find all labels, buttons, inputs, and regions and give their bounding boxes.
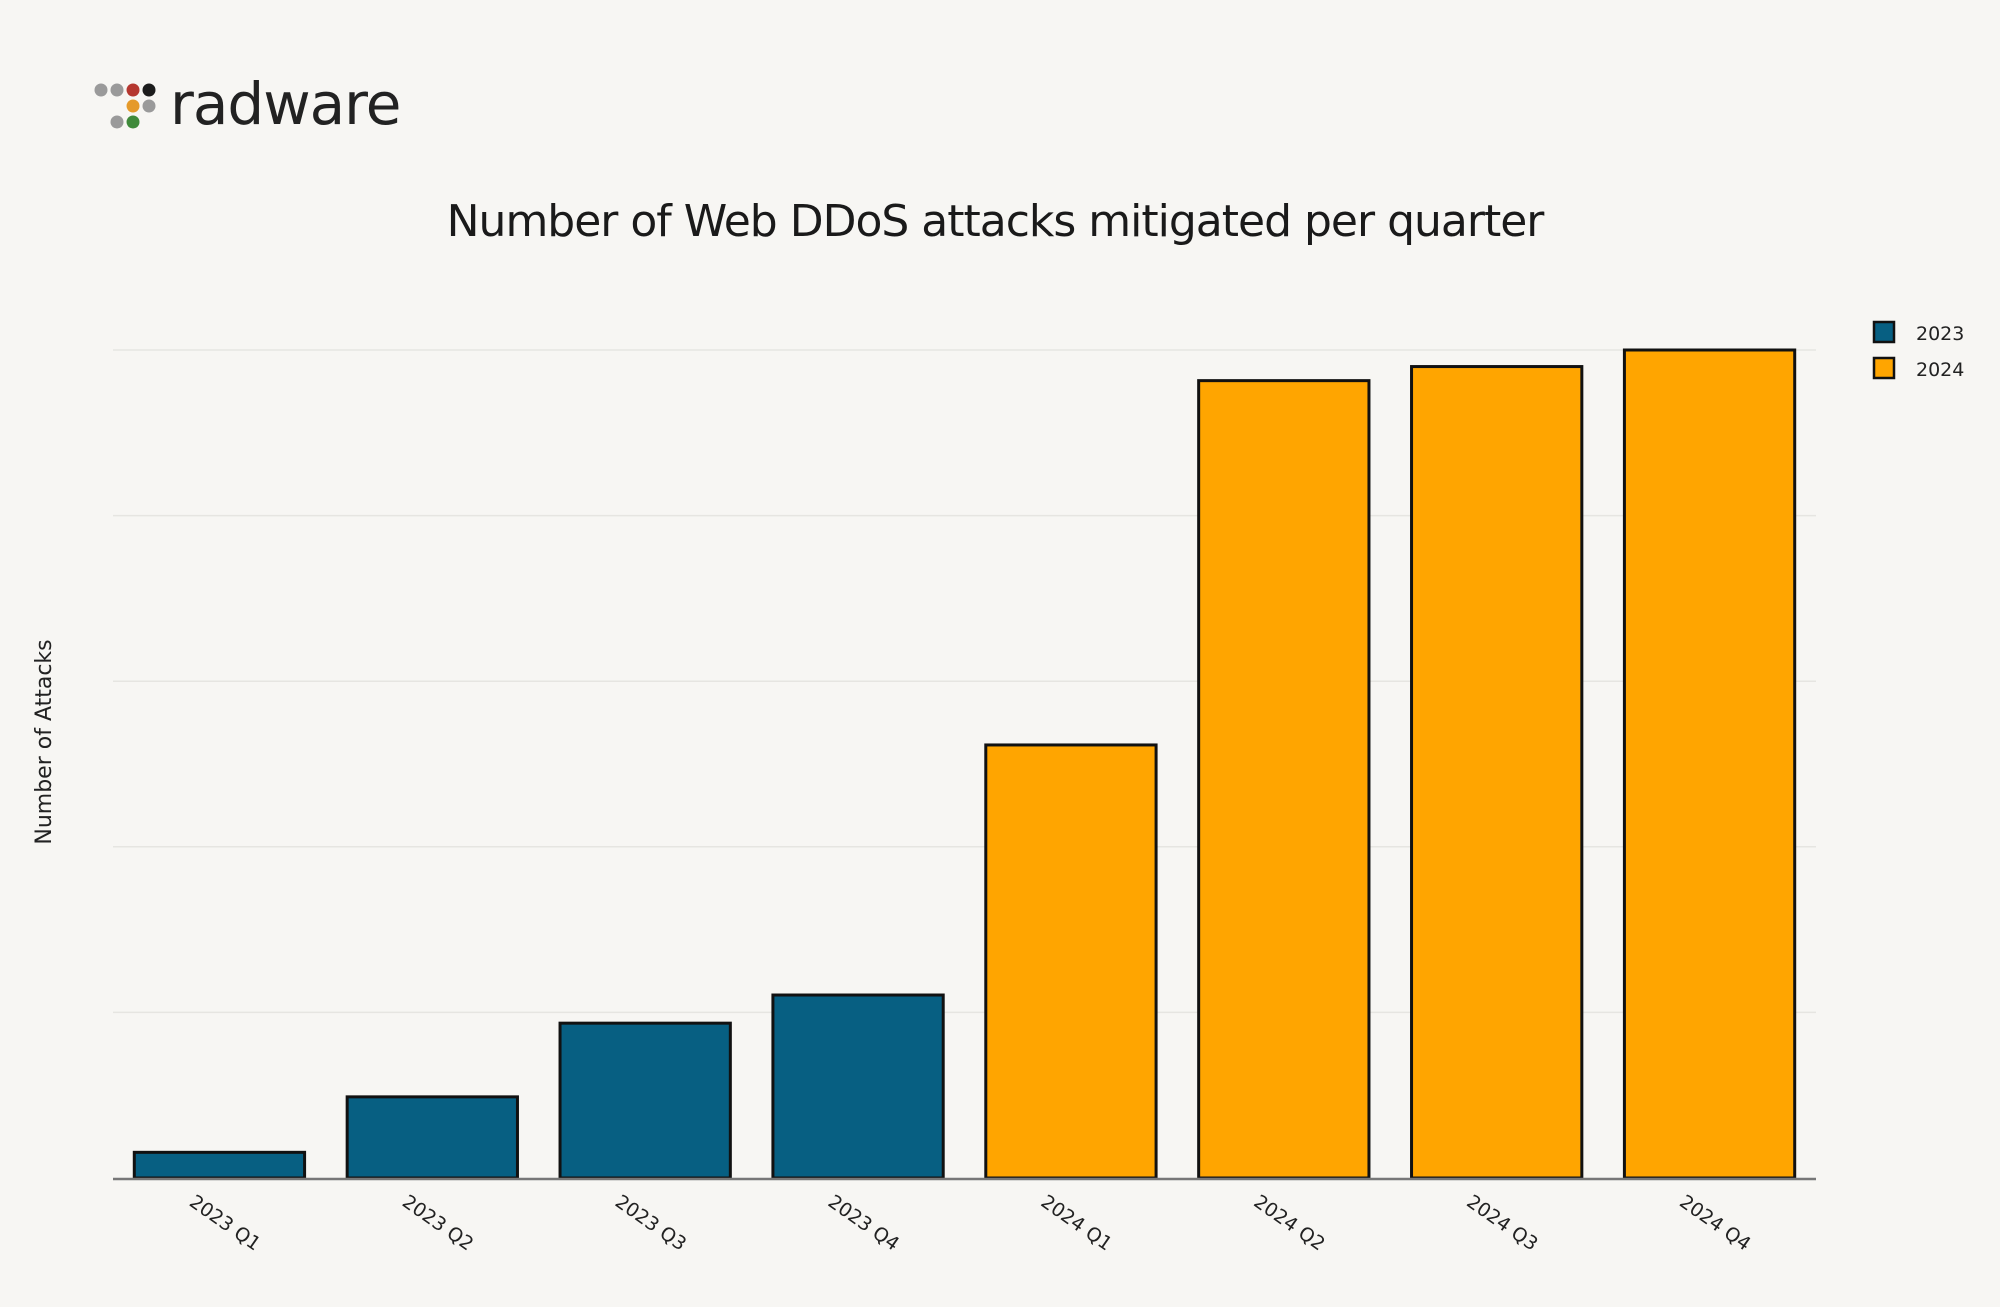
legend-swatch-2024 xyxy=(1872,356,1896,380)
brand-name: radware xyxy=(170,70,401,138)
x-tick-label: 2024 Q2 xyxy=(1250,1191,1329,1256)
bar-2024-q4 xyxy=(1622,348,1797,1180)
bar-2024-q2 xyxy=(1197,379,1371,1180)
chart-title: Number of Web DDoS attacks mitigated per… xyxy=(446,196,1545,247)
x-tick-label: 2023 Q4 xyxy=(824,1191,903,1256)
logo-dots-icon xyxy=(94,83,156,129)
x-tick-label: 2024 Q1 xyxy=(1037,1191,1116,1256)
x-tick-label: 2024 Q4 xyxy=(1675,1191,1754,1256)
bars xyxy=(132,348,1797,1180)
x-tick-label: 2023 Q3 xyxy=(611,1191,690,1256)
radware-logo: radware xyxy=(93,70,413,144)
legend-swatch-2023 xyxy=(1872,320,1896,344)
legend-label-2023: 2023 xyxy=(1916,323,1964,345)
bar-2024-q3 xyxy=(1410,365,1584,1180)
x-tick-label: 2023 Q1 xyxy=(185,1191,264,1256)
bar-2023-q2 xyxy=(345,1095,519,1180)
x-tick-labels: 2023 Q1 2023 Q2 2023 Q3 2023 Q4 2024 Q1 2024 … xyxy=(185,1191,1754,1256)
legend: 2023 2024 xyxy=(1872,320,1964,381)
legend-label-2024: 2024 xyxy=(1916,359,1964,381)
bar-2024-q1 xyxy=(984,743,1158,1180)
x-tick-label: 2023 Q2 xyxy=(398,1191,477,1256)
x-tick-label: 2024 Q3 xyxy=(1462,1191,1541,1256)
y-axis-label: Number of Attacks xyxy=(32,639,57,844)
bar-2023-q3 xyxy=(558,1021,732,1180)
bar-2023-q1 xyxy=(132,1150,307,1180)
bar-2023-q4 xyxy=(771,993,945,1180)
